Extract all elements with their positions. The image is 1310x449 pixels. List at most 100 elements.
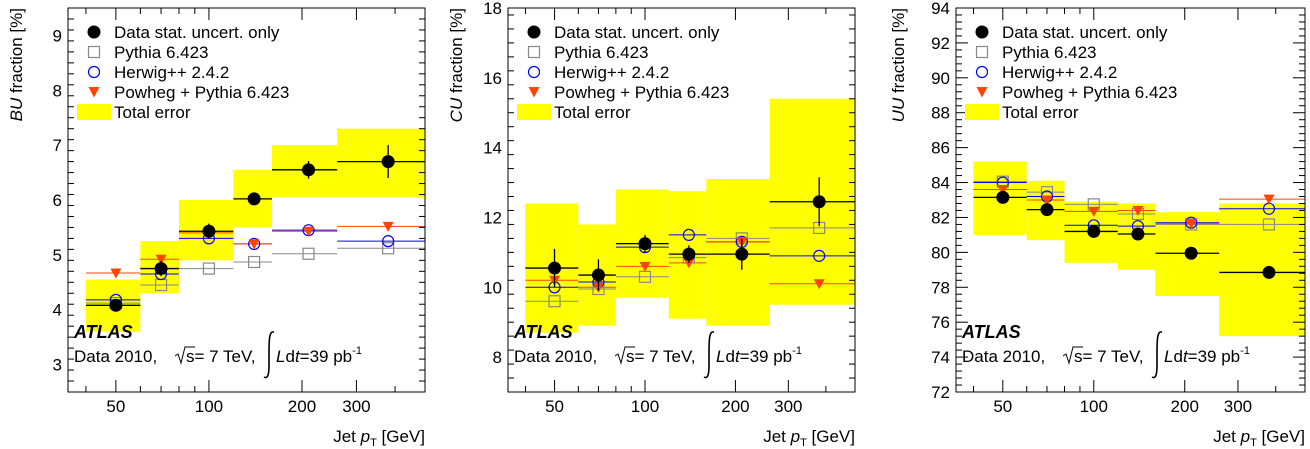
legend-herwig-marker: [527, 65, 541, 79]
y-axis: 8 10 12 14 16 18: [483, 0, 855, 393]
data-point: [109, 298, 123, 312]
x-tick-label: 100: [631, 397, 659, 416]
lumi-text: Ldt=39 pb-1: [716, 345, 802, 366]
x-tick-label: 50: [545, 397, 564, 416]
total-error-band: [1219, 203, 1305, 337]
total-error-bands: [973, 161, 1305, 337]
powheg-marker: [303, 226, 315, 237]
plot-frame: [955, 7, 1306, 393]
legend-band-swatch: [517, 104, 551, 120]
data-conditions: Data 2010, s= 7 TeV, Ldt=39 pb-1: [962, 331, 1250, 379]
legend-label-herwig: Herwig++ 2.4.2: [114, 63, 229, 82]
powheg-marker: [110, 268, 122, 279]
legend-herwig-marker: [87, 65, 101, 79]
y-tick-label: 80: [931, 243, 950, 262]
y-tick-label: 6: [53, 191, 62, 210]
lumi-text: Ldt=39 pb-1: [1164, 345, 1250, 366]
powheg-marker: [1088, 206, 1100, 217]
total-error-bands: [525, 98, 855, 333]
y-tick-label: 88: [931, 104, 950, 123]
data-year-text: Data 2010,: [514, 347, 597, 366]
integral-symbol: [703, 331, 715, 379]
data-point: [1131, 227, 1145, 241]
sqrt-s-text: s= 7 TeV,: [1074, 347, 1143, 366]
x-axis: 50 100 200 300: [973, 8, 1306, 416]
y-tick-label: 72: [931, 383, 950, 402]
integral-symbol: [1151, 331, 1163, 379]
data-point: [996, 190, 1010, 204]
data-point: [735, 247, 749, 261]
powheg-marker: [1185, 219, 1197, 230]
total-error-bands: [85, 128, 425, 332]
sqrt-symbol: [174, 346, 195, 365]
chart-panel-cu: 8 10 12 14 16 18 50 100 200 300 Jet pT [GeV] CU fra…: [447, 0, 856, 449]
y-axis-title: UU fraction [%]: [889, 8, 908, 122]
y-tick-label: 84: [931, 174, 950, 193]
legend-label-pythia: Pythia 6.423: [554, 43, 649, 62]
y-tick-label: 94: [931, 0, 950, 18]
powheg-marker: [248, 239, 260, 250]
legend-powheg-marker: [976, 87, 988, 98]
powheg-marker: [639, 261, 651, 272]
data-point: [202, 224, 216, 238]
data-point: [1184, 246, 1198, 260]
pythia-marker: [1262, 218, 1276, 231]
legend-label-data: Data stat. uncert. only: [1002, 23, 1168, 42]
atlas-label: ATLAS: [73, 322, 133, 342]
chart-panel-uu: 72 74 76 78 80 82 84 86 88 90 92 94 50 100 200 300 Jet p…: [889, 0, 1306, 449]
data-point: [1040, 203, 1054, 217]
y-tick-label: 92: [931, 34, 950, 53]
legend-herwig-marker: [975, 65, 989, 79]
atlas-label: ATLAS: [961, 322, 1021, 342]
y-tick-label: 14: [483, 139, 502, 158]
powheg-marker: [683, 258, 695, 269]
sqrt-s-text: s= 7 TeV,: [626, 347, 695, 366]
plot-frame: [67, 7, 426, 393]
legend-label-herwig: Herwig++ 2.4.2: [554, 63, 669, 82]
data-point: [812, 195, 826, 209]
legend-pythia-marker: [527, 45, 541, 59]
legend-label-band: Total error: [554, 103, 631, 122]
data-point: [1087, 224, 1101, 238]
mc-bin-lines: [525, 227, 855, 302]
x-tick-label: 50: [993, 397, 1012, 416]
data-conditions: Data 2010, s= 7 TeV, Ldt=39 pb-1: [514, 331, 802, 379]
y-axis: 3 4 5 6 7 8 9: [53, 7, 425, 393]
legend-band-swatch: [77, 104, 111, 120]
pythia-marker: [302, 247, 315, 260]
data-point: [1262, 265, 1276, 279]
legend-label-band: Total error: [114, 103, 191, 122]
legend-data-marker: [527, 25, 541, 39]
pythia-marker: [382, 242, 395, 255]
x-tick-label: 100: [195, 397, 223, 416]
x-axis-title: Jet pT [GeV]: [333, 427, 425, 449]
powheg-marker: [382, 221, 394, 232]
x-tick-label: 300: [774, 397, 802, 416]
y-tick-label: 4: [53, 301, 62, 320]
y-tick-label: 5: [53, 246, 62, 265]
powheg-marker: [155, 254, 167, 265]
y-tick-label: 10: [483, 278, 502, 297]
x-axis: 50 100 200 300: [85, 8, 426, 416]
data-year-text: Data 2010,: [74, 347, 157, 366]
x-tick-label: 300: [342, 397, 370, 416]
herwig-marker: [813, 249, 826, 262]
x-tick-label: 200: [1171, 397, 1199, 416]
y-tick-label: 12: [483, 208, 502, 227]
data-point: [247, 192, 261, 206]
legend-pythia-marker: [975, 45, 989, 59]
y-tick-label: 78: [931, 278, 950, 297]
y-tick-label: 74: [931, 348, 950, 367]
data-conditions: Data 2010, s= 7 TeV, Ldt=39 pb-1: [74, 331, 362, 379]
pythia-marker: [248, 255, 261, 269]
powheg-marker: [813, 279, 825, 290]
lumi-text: Ldt=39 pb-1: [276, 345, 362, 366]
chart-panel-bu: 3 4 5 6 7 8 9 50 100 200 300 Jet pT [GeV] BU fractio…: [7, 7, 426, 449]
total-error-band: [337, 128, 425, 198]
x-tick-label: 100: [1080, 397, 1108, 416]
herwig-marker: [382, 235, 395, 248]
legend-label-data: Data stat. uncert. only: [114, 23, 280, 42]
